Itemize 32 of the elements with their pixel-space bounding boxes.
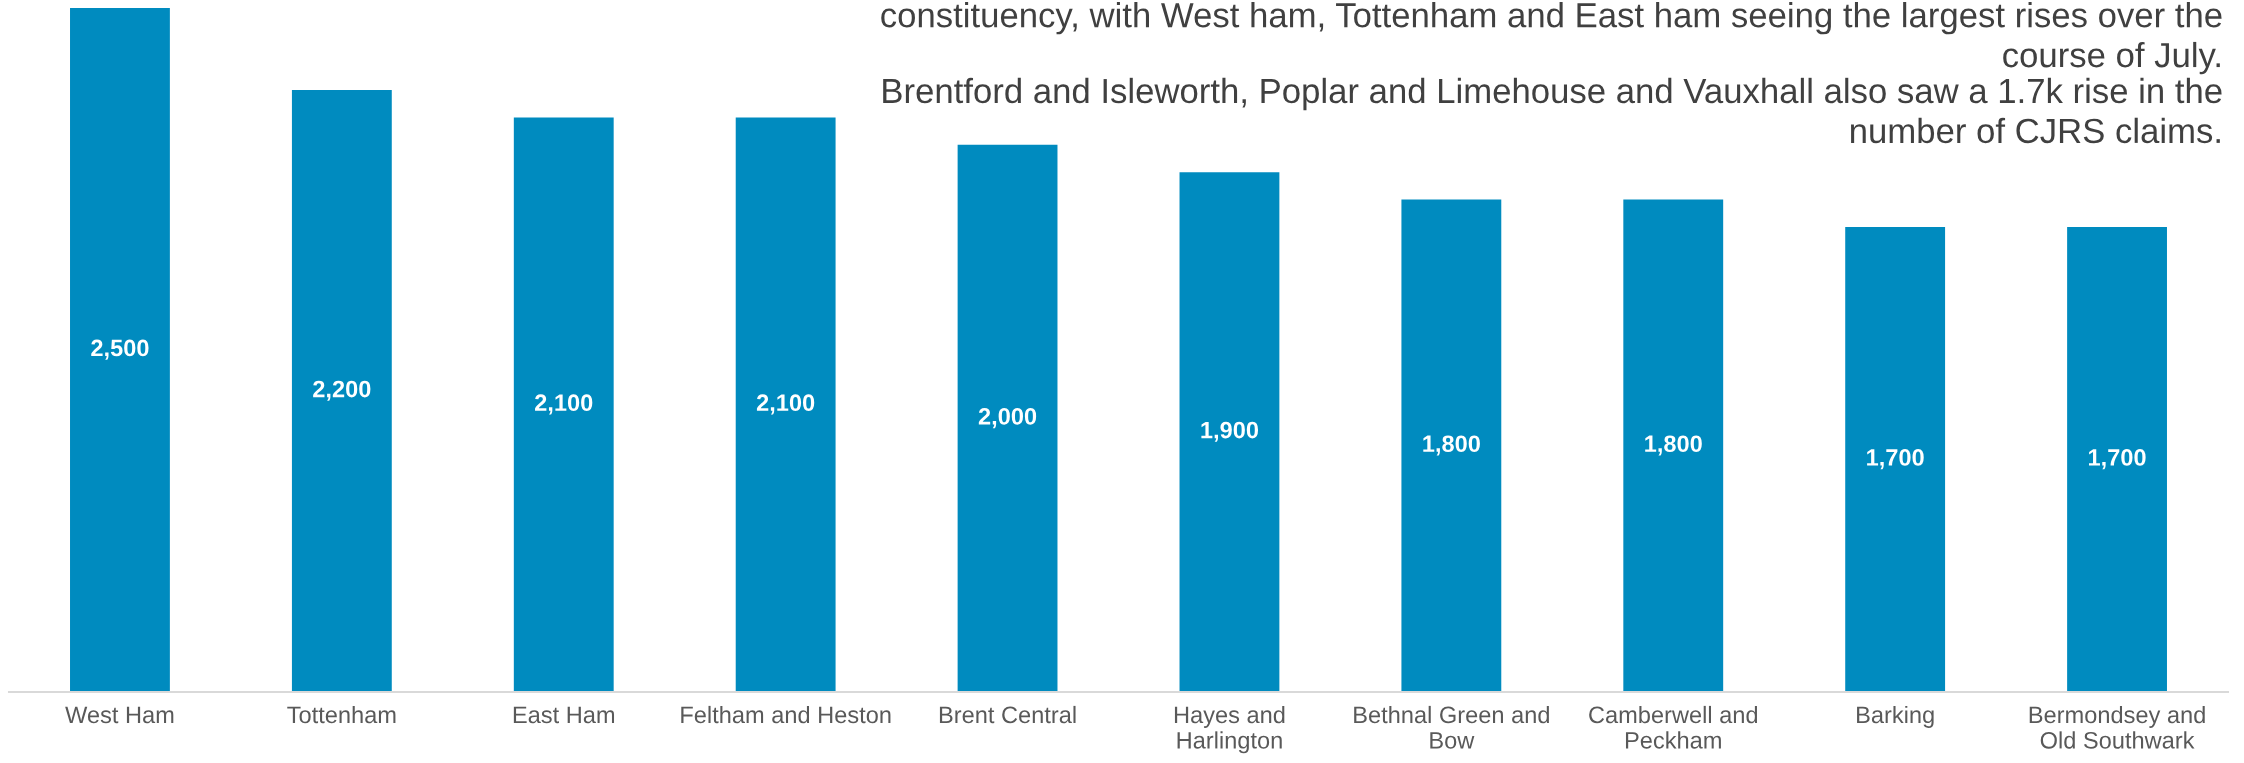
data-label: 1,700 [1867, 449, 1924, 470]
x-tick-label: East Ham [513, 706, 615, 724]
data-label: 2,500 [91, 339, 149, 360]
bar [957, 144, 1058, 692]
x-tick-label: Camberwell and Peckham [1589, 705, 1758, 749]
bar [1179, 172, 1280, 692]
x-tick-label: Bermondsey and Old Southwark [2029, 705, 2205, 749]
annotation: constituency, with West ham, Tottenham and East ham seeing the largest rises over the course of July. [881, 2, 2222, 75]
x-tick-label: West Ham [65, 706, 174, 724]
annotation: Brentford and Isleworth, Poplar and Limehouse and Vauxhall also saw a 1.7k rise in the number of CJRS claims. [883, 77, 2222, 144]
x-tick-label: Tottenham [287, 705, 396, 724]
bar [70, 8, 170, 692]
bar [513, 117, 614, 692]
data-label: 1,900 [1201, 421, 1259, 442]
bar [1845, 226, 1946, 692]
data-label: 1,800 [1423, 435, 1480, 456]
data-label: 1,700 [2089, 449, 2146, 470]
bar [735, 117, 836, 692]
bar [1623, 199, 1724, 692]
data-label: 2,200 [313, 380, 371, 401]
data-label: 2,100 [535, 394, 593, 415]
bar [291, 90, 392, 692]
bar [2067, 226, 2167, 692]
data-label: 2,000 [978, 408, 1037, 429]
x-tick-label: Barking [1857, 705, 1934, 728]
x-tick-label: Hayes and Harlington [1174, 705, 1285, 754]
x-tick-label: Feltham and Heston [681, 705, 891, 724]
x-tick-label: Bethnal Green and Bow [1354, 705, 1549, 749]
bar [1401, 199, 1502, 692]
data-label: 2,100 [756, 394, 815, 415]
x-tick-label: Brent Central [939, 705, 1076, 724]
data-label: 1,800 [1645, 435, 1702, 456]
